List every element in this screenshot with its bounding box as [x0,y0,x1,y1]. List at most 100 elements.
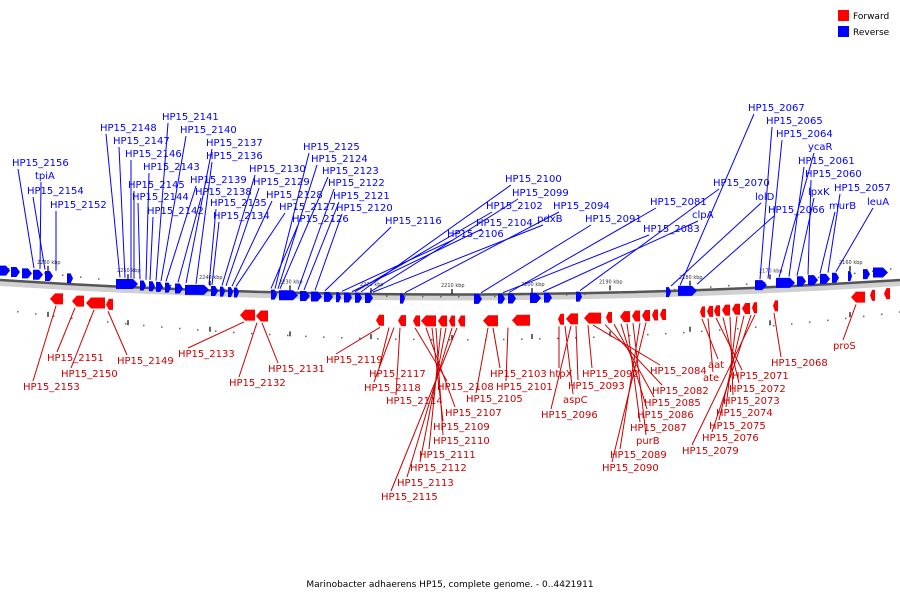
forward-gene-arrow[interactable] [722,304,730,316]
gene-label-hp15-2116[interactable]: HP15_2116 [385,216,442,227]
gene-label-hp15-2099[interactable]: HP15_2099 [512,188,569,199]
gene-label-hp15-2113[interactable]: HP15_2113 [397,478,454,489]
gene-label-hp15-2126[interactable]: HP15_2126 [292,214,349,225]
gene-label-hp15-2110[interactable]: HP15_2110 [433,436,490,447]
gene-label-hp15-2073[interactable]: HP15_2073 [723,396,780,407]
forward-gene-arrow[interactable] [773,300,778,312]
gene-label-hp15-2068[interactable]: HP15_2068 [771,358,828,369]
gene-label-hp15-2130[interactable]: HP15_2130 [249,164,306,175]
forward-gene-arrow[interactable] [884,288,890,300]
gene-label-hp15-2083[interactable]: HP15_2083 [643,224,700,235]
gene-label-hp15-2104[interactable]: HP15_2104 [476,218,533,229]
reverse-gene-arrow[interactable] [149,281,155,292]
gene-label-hp15-2082[interactable]: HP15_2082 [652,386,709,397]
gene-label-tpia[interactable]: tpiA [35,171,55,182]
gene-label-hp15-2129[interactable]: HP15_2129 [253,177,310,188]
gene-label-hp15-2076[interactable]: HP15_2076 [702,433,759,444]
gene-label-hp15-2105[interactable]: HP15_2105 [466,394,523,405]
forward-gene-arrow[interactable] [106,298,113,310]
reverse-gene-arrow[interactable] [45,270,53,281]
forward-gene-arrow[interactable] [398,315,406,327]
gene-label-hp15-2100[interactable]: HP15_2100 [505,174,562,185]
gene-label-hp15-2061[interactable]: HP15_2061 [798,156,855,167]
reverse-gene-arrow[interactable] [300,290,310,301]
gene-label-hp15-2131[interactable]: HP15_2131 [268,364,325,375]
gene-label-hp15-2143[interactable]: HP15_2143 [143,162,200,173]
gene-label-hp15-2123[interactable]: HP15_2123 [322,166,379,177]
gene-label-hp15-2108[interactable]: HP15_2108 [437,382,494,393]
forward-gene-arrow[interactable] [632,310,640,322]
forward-gene-arrow[interactable] [512,314,530,326]
reverse-gene-arrow[interactable] [508,293,516,304]
reverse-gene-arrow[interactable] [576,291,582,302]
forward-gene-arrow[interactable] [458,315,465,327]
forward-gene-arrow[interactable] [86,297,105,309]
gene-label-hp15-2134[interactable]: HP15_2134 [213,211,270,222]
gene-label-hp15-2138[interactable]: HP15_2138 [195,187,252,198]
reverse-gene-arrow[interactable] [140,280,146,291]
gene-label-hp15-2132[interactable]: HP15_2132 [229,378,286,389]
gene-label-hp15-2125[interactable]: HP15_2125 [303,142,360,153]
reverse-gene-arrow[interactable] [832,272,839,283]
reverse-gene-arrow[interactable] [234,287,239,298]
reverse-gene-arrow[interactable] [776,277,795,288]
forward-gene-arrow[interactable] [620,311,630,323]
gene-label-hp15-2065[interactable]: HP15_2065 [766,116,823,127]
gene-label-hp15-2072[interactable]: HP15_2072 [729,384,786,395]
gene-label-hp15-2089[interactable]: HP15_2089 [610,450,667,461]
gene-label-hp15-2156[interactable]: HP15_2156 [12,158,69,169]
gene-label-clpa[interactable]: clpA [692,210,714,221]
reverse-gene-arrow[interactable] [873,267,888,278]
gene-label-hp15-2141[interactable]: HP15_2141 [162,112,219,123]
gene-label-aspc[interactable]: aspC [563,395,588,406]
gene-label-lpxk[interactable]: lpxK [808,187,830,198]
gene-label-hp15-2090[interactable]: HP15_2090 [602,463,659,474]
reverse-gene-arrow[interactable] [474,293,482,304]
forward-gene-arrow[interactable] [606,311,612,323]
reverse-gene-arrow[interactable] [185,284,209,295]
gene-label-hp15-2096[interactable]: HP15_2096 [541,410,598,421]
forward-gene-arrow[interactable] [558,313,564,325]
gene-label-hp15-2124[interactable]: HP15_2124 [311,154,368,165]
forward-gene-arrow[interactable] [449,315,455,327]
gene-label-hp15-2106[interactable]: HP15_2106 [447,229,504,240]
reverse-gene-arrow[interactable] [311,291,322,302]
reverse-gene-arrow[interactable] [400,293,405,304]
gene-label-purb[interactable]: purB [636,436,660,447]
reverse-gene-arrow[interactable] [271,289,277,300]
forward-gene-arrow[interactable] [50,293,63,305]
gene-label-hp15-2139[interactable]: HP15_2139 [190,175,247,186]
reverse-gene-arrow[interactable] [324,291,333,302]
gene-label-hp15-2140[interactable]: HP15_2140 [180,125,237,136]
gene-label-hp15-2135[interactable]: HP15_2135 [210,198,267,209]
gene-label-ycar[interactable]: ycaR [808,142,833,153]
gene-label-hp15-2115[interactable]: HP15_2115 [381,492,438,503]
gene-label-hp15-2133[interactable]: HP15_2133 [178,349,235,360]
gene-label-hp15-2136[interactable]: HP15_2136 [206,151,263,162]
reverse-gene-arrow[interactable] [228,287,233,298]
gene-label-hp15-2079[interactable]: HP15_2079 [682,446,739,457]
gene-label-pdxb[interactable]: pdxB [537,214,563,225]
reverse-gene-arrow[interactable] [820,273,830,284]
gene-label-hp15-2092[interactable]: HP15_2092 [582,369,639,380]
reverse-gene-arrow[interactable] [165,282,171,293]
forward-gene-arrow[interactable] [566,313,578,325]
gene-label-hp15-2146[interactable]: HP15_2146 [125,149,182,160]
reverse-gene-arrow[interactable] [116,279,138,290]
gene-label-hp15-2094[interactable]: HP15_2094 [553,201,610,212]
gene-label-hp15-2114[interactable]: HP15_2114 [386,396,443,407]
reverse-gene-arrow[interactable] [0,265,10,276]
reverse-gene-arrow[interactable] [678,285,697,296]
gene-label-hp15-2147[interactable]: HP15_2147 [113,136,170,147]
gene-label-hp15-2087[interactable]: HP15_2087 [630,423,687,434]
gene-label-murb[interactable]: murB [829,201,856,212]
gene-label-hp15-2111[interactable]: HP15_2111 [419,450,476,461]
reverse-gene-arrow[interactable] [33,269,43,280]
gene-label-hp15-2122[interactable]: HP15_2122 [328,178,385,189]
gene-label-hp15-2091[interactable]: HP15_2091 [585,214,642,225]
gene-label-hp15-2121[interactable]: HP15_2121 [333,191,390,202]
gene-label-hp15-2152[interactable]: HP15_2152 [50,200,107,211]
forward-gene-arrow[interactable] [732,303,740,315]
reverse-gene-arrow[interactable] [797,276,806,287]
gene-label-hp15-2107[interactable]: HP15_2107 [445,408,502,419]
